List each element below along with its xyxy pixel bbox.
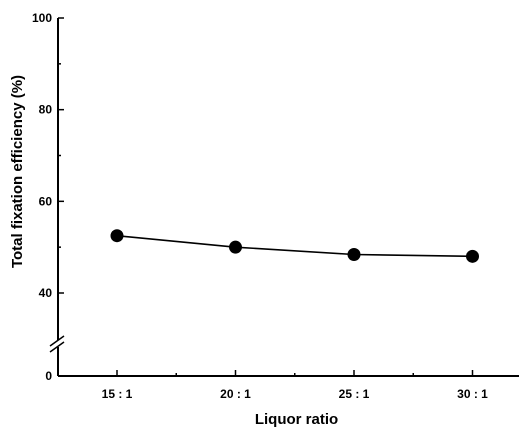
y-tick-label: 100	[32, 11, 52, 25]
data-point	[110, 229, 124, 243]
data-point	[229, 240, 242, 254]
axis-break-gap	[53, 340, 63, 347]
data-point	[347, 248, 361, 261]
x-tick-label: 15 : 1	[102, 387, 133, 401]
axes: 0 40 60 80 100 15 : 1 20 : 1 25 : 1 30 : 1	[32, 11, 519, 401]
series-line	[116, 234, 473, 258]
y-tick-label: 40	[39, 286, 53, 300]
x-tick-label: 30 : 1	[457, 387, 488, 401]
axis-break-mark	[49, 341, 65, 353]
x-axis-title: Liquor ratio	[255, 411, 338, 428]
data-series	[110, 229, 479, 263]
y-tick-label: 60	[39, 194, 53, 208]
y-tick-label: 0	[45, 369, 52, 383]
x-tick-label: 25 : 1	[339, 387, 370, 401]
data-point	[466, 249, 479, 263]
axis-break-mark	[49, 335, 65, 347]
y-axis-title: Total fixation efficiency (%)	[9, 75, 26, 268]
x-tick-label: 20 : 1	[220, 387, 251, 401]
y-tick-label: 80	[39, 103, 53, 117]
